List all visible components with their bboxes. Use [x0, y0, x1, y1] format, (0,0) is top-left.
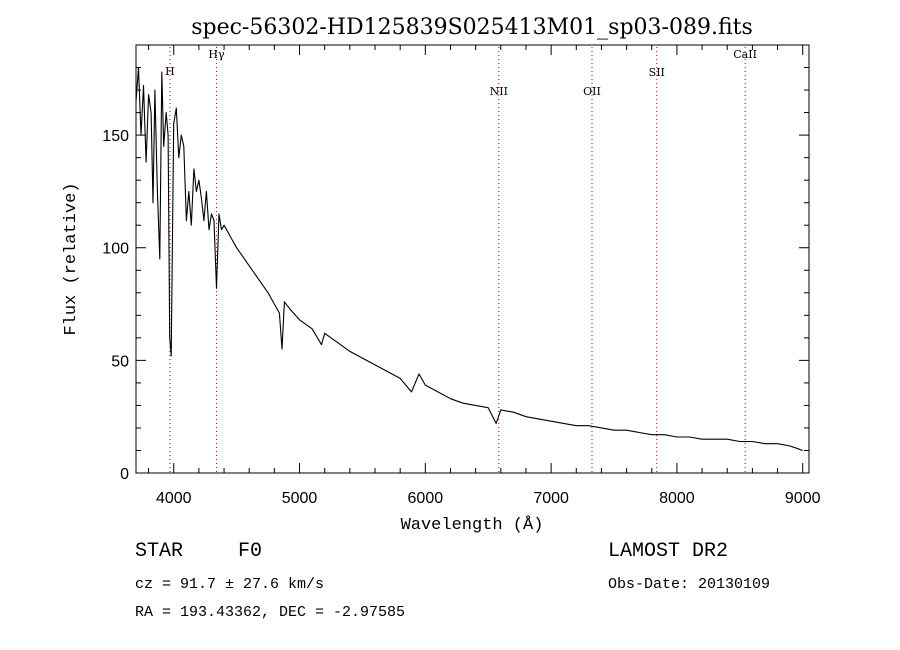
object-class: STAR: [135, 540, 184, 563]
x-tick-label: 6000: [408, 490, 444, 507]
x-tick-label: 9000: [785, 490, 821, 507]
y-axis: 0 50 100 150: [102, 67, 809, 483]
coordinates-line: RA = 193.43362, DEC = -2.97585: [135, 604, 406, 621]
spectral-line-label: CaII: [733, 48, 757, 61]
x-tick-label: 5000: [282, 490, 318, 507]
plot-frame: [135, 44, 810, 474]
y-axis-label: Flux (relative): [62, 182, 81, 335]
spectral-line-label: NII: [490, 85, 508, 98]
survey-label: LAMOST DR2: [608, 540, 729, 563]
x-tick-label: 7000: [533, 490, 569, 507]
spectral-line-label: Hγ: [208, 48, 225, 61]
spectral-line-label: H: [165, 65, 175, 78]
chart-title: spec-56302-HD125839S025413M01_sp03-089.f…: [191, 15, 753, 40]
x-axis-label: Wavelength (Å): [401, 516, 544, 535]
spectrum-line: [135, 66, 803, 452]
spectral-line-label: OII: [583, 85, 601, 98]
plot-content: H Hγ NII OII SII CaII: [135, 47, 803, 473]
x-tick-label: 8000: [659, 490, 695, 507]
y-tick-label: 100: [102, 241, 129, 258]
y-tick-label: 0: [120, 466, 129, 483]
redshift-line: cz = 91.7 ± 27.6 km/s: [135, 576, 325, 593]
y-tick-label: 50: [111, 353, 129, 370]
obs-date: Obs-Date: 20130109: [608, 576, 771, 593]
object-subclass: F0: [238, 540, 263, 563]
spectral-line-label: SII: [649, 66, 665, 79]
x-axis: 4000 5000 6000 7000 8000 9000: [148, 45, 821, 507]
y-tick-label: 150: [102, 128, 129, 145]
x-tick-label: 4000: [156, 490, 192, 507]
